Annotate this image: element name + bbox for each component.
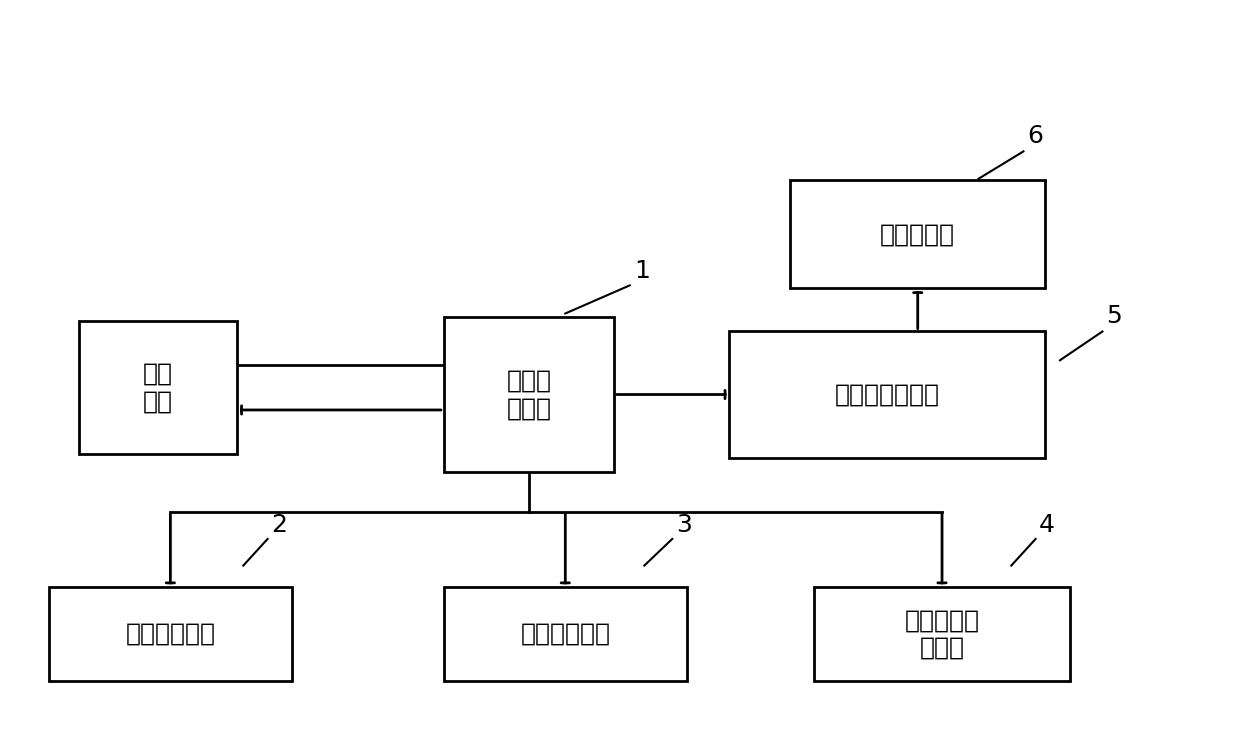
Text: 6: 6 bbox=[1027, 123, 1043, 148]
Bar bbox=[790, 180, 1045, 288]
Bar bbox=[729, 331, 1045, 457]
Text: 模拟大脑遗
忘模块: 模拟大脑遗 忘模块 bbox=[904, 608, 980, 660]
Text: 人脑
学习: 人脑 学习 bbox=[144, 362, 174, 413]
Bar bbox=[79, 320, 237, 454]
Text: 云端数据库: 云端数据库 bbox=[880, 222, 955, 246]
Text: 1: 1 bbox=[635, 259, 651, 282]
Text: 教材同步数据库: 教材同步数据库 bbox=[835, 382, 940, 406]
Text: 计时筛选模块: 计时筛选模块 bbox=[125, 622, 216, 646]
Text: 3: 3 bbox=[676, 513, 692, 537]
Text: 4: 4 bbox=[1039, 513, 1055, 537]
Bar bbox=[815, 587, 1070, 681]
Text: 5: 5 bbox=[1106, 304, 1122, 328]
Bar bbox=[444, 317, 614, 472]
Bar bbox=[48, 587, 291, 681]
Text: 运算统计模块: 运算统计模块 bbox=[521, 622, 610, 646]
Bar bbox=[444, 587, 687, 681]
Text: 2: 2 bbox=[272, 513, 288, 537]
Text: 电脑管
理系统: 电脑管 理系统 bbox=[506, 369, 552, 420]
